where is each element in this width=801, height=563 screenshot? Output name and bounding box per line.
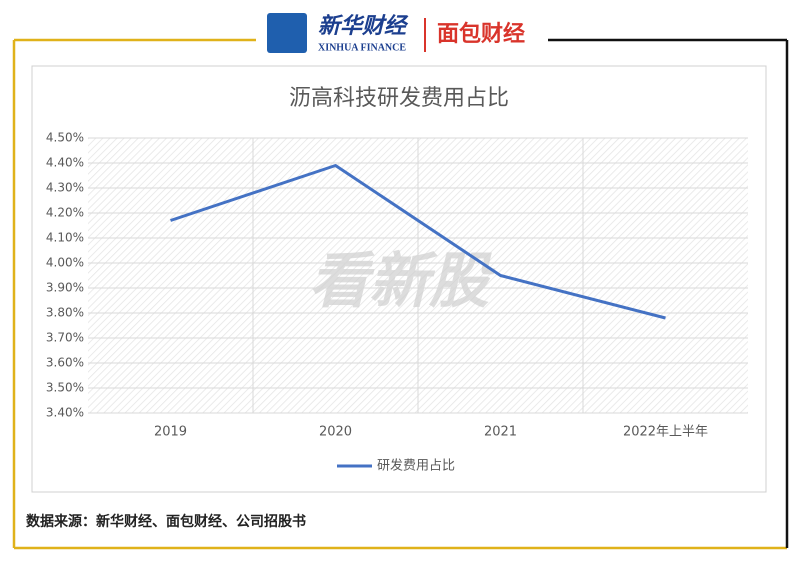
y-tick-label: 3.60% — [46, 356, 84, 370]
y-tick-label: 4.10% — [46, 231, 84, 245]
logo-icon — [267, 13, 307, 53]
chart-title: 沥高科技研发费用占比 — [289, 86, 509, 111]
y-tick-label: 4.40% — [46, 156, 84, 170]
partner: 面包财经 — [437, 21, 525, 47]
brand-en: XINHUA FINANCE — [318, 42, 406, 53]
x-tick-label: 2021 — [484, 425, 517, 440]
series-line — [170, 164, 666, 320]
legend-label: 研发费用占比 — [377, 458, 455, 474]
y-tick-label: 3.50% — [46, 381, 84, 395]
y-tick-label: 3.70% — [46, 331, 84, 345]
y-tick-label: 3.40% — [46, 406, 84, 420]
x-tick-label: 2020 — [319, 425, 352, 440]
brand: 新华财经 — [318, 13, 409, 39]
y-tick-label: 4.50% — [46, 131, 84, 145]
x-tick-label: 2019 — [154, 425, 187, 440]
y-tick-label: 3.80% — [46, 306, 84, 320]
y-tick-label: 3.90% — [46, 281, 84, 295]
y-tick-label: 4.20% — [46, 206, 84, 220]
source: 数据来源：新华财经、面包财经、公司招股书 — [26, 513, 306, 530]
y-tick-label: 4.00% — [46, 256, 84, 270]
y-tick-label: 4.30% — [46, 181, 84, 195]
x-tick-label: 2022年上半年 — [623, 425, 708, 440]
watermark: 看新股 — [309, 247, 495, 317]
